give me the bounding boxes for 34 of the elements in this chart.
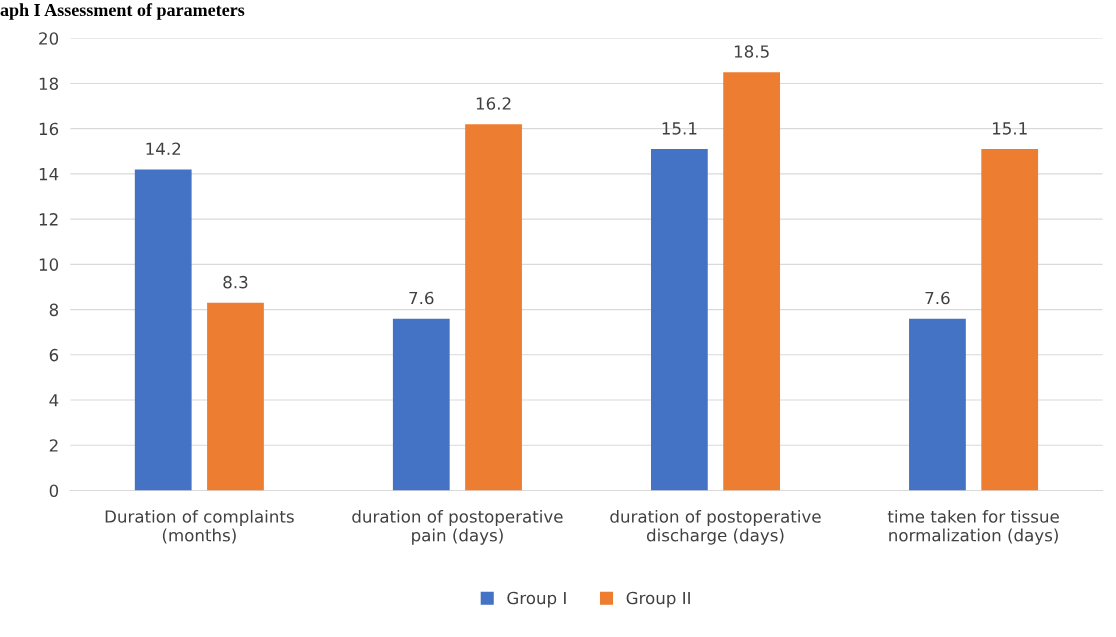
data-label: 8.3 xyxy=(223,275,248,289)
y-tick-label: 18 xyxy=(39,77,59,91)
y-tick-label: 20 xyxy=(39,32,59,45)
y-tick-label: 8 xyxy=(49,303,59,317)
x-tick-label: duration of postoperative discharge (days) xyxy=(610,509,821,545)
bar xyxy=(207,302,264,491)
y-tick-label: 16 xyxy=(39,122,59,136)
bar xyxy=(134,169,192,491)
bar xyxy=(650,149,708,491)
bar xyxy=(723,72,781,491)
x-tick-label: duration of postoperative pain (days) xyxy=(352,509,563,545)
y-tick-label: 10 xyxy=(39,258,59,271)
data-label: 7.6 xyxy=(925,291,950,305)
bar xyxy=(909,318,966,491)
y-tick-label: 4 xyxy=(49,394,59,407)
y-tick-label: 12 xyxy=(39,213,58,226)
data-label: 14.2 xyxy=(146,142,181,155)
legend-label: Group II xyxy=(626,591,690,608)
y-tick-label: 14 xyxy=(39,168,59,181)
chart-title: aph I Assessment of parameters xyxy=(0,3,245,20)
y-tick-label: 6 xyxy=(49,348,59,362)
legend-label: Group I xyxy=(507,591,566,608)
data-label: 16.2 xyxy=(476,97,511,110)
y-tick-label: 0 xyxy=(49,484,59,498)
bar xyxy=(981,149,1039,491)
bar xyxy=(465,124,522,491)
data-label: 7.6 xyxy=(409,291,434,305)
data-label: 15.1 xyxy=(992,122,1027,135)
y-tick-label: 2 xyxy=(49,439,58,452)
data-label: 15.1 xyxy=(662,122,697,135)
x-tick-label: Duration of complaints (months) xyxy=(105,509,294,544)
bar xyxy=(392,318,450,491)
data-label: 18.5 xyxy=(734,45,769,58)
x-tick-label: time taken for tissue normalization (days) xyxy=(887,509,1059,545)
